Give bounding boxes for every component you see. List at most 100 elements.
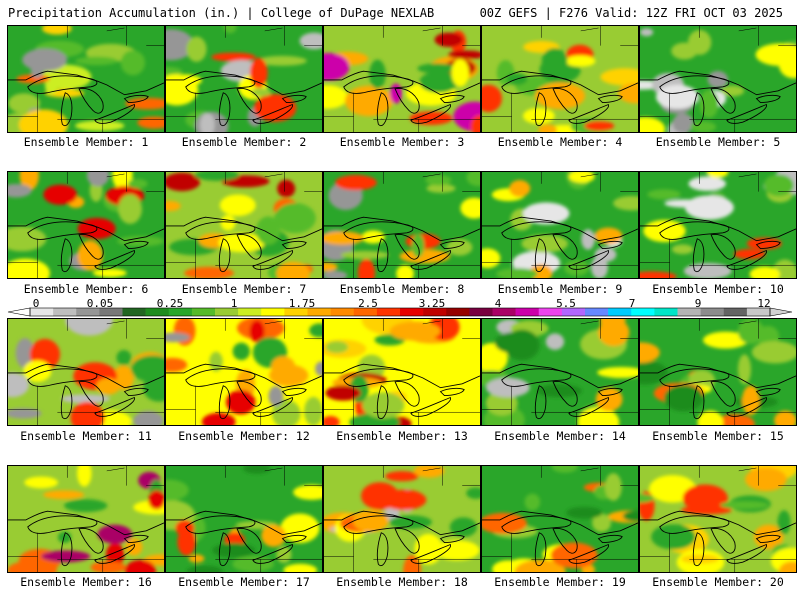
ensemble-member-map [481,465,639,573]
ensemble-member-map [7,25,165,133]
ensemble-member-map [323,171,481,279]
lake-outline [218,238,231,273]
precip-contour [276,261,310,278]
lake-outline [410,396,451,417]
precip-contour [369,59,386,89]
precip-contour [449,517,478,538]
precip-contour [293,484,322,500]
precip-contour [8,226,47,252]
precip-contour [232,556,275,572]
lake-outline [710,380,736,407]
lake-outline [218,532,231,567]
lake-outline [123,387,149,396]
precip-contour [8,258,50,278]
precip-contour [720,501,769,509]
precip-contour [399,249,451,264]
country-border [8,510,164,536]
lake-outline [659,368,730,387]
precip-contour [8,560,58,572]
precip-contour [8,408,42,419]
country-border [324,70,480,96]
lake-outline [376,385,389,420]
lake-outline [439,387,465,396]
precip-contour [521,234,568,253]
precip-contour [340,250,389,260]
precip-contour [166,74,199,106]
precip-contour [643,219,686,243]
precip-contour [672,113,694,132]
country-border [8,70,164,96]
state-border [382,466,441,478]
precip-contour [271,356,296,377]
precip-contour [622,510,638,522]
state-border [66,466,125,478]
color-scale-swatch [654,308,678,316]
precip-contour [324,415,340,425]
precip-contour [640,342,660,363]
precip-contour [702,331,749,349]
precip-contour [251,88,272,97]
precip-contour [243,466,271,474]
ensemble-member-caption: Ensemble Member: 9 [497,282,623,296]
precip-contour [751,340,796,364]
state-border [540,466,599,478]
lake-outline [123,534,149,543]
precip-contour [720,85,745,97]
color-scale-swatch [261,308,285,316]
precip-contour [30,60,44,79]
color-scale-label: 4 [494,297,502,310]
lake-outline [376,92,389,127]
lake-outline [185,75,256,94]
ensemble-member-map [323,318,481,426]
precip-contour [166,357,188,372]
precip-contour [389,321,441,341]
lake-outline [27,368,98,387]
lake-outline [568,543,609,564]
precip-contour [690,121,717,132]
precip-contour [411,233,425,258]
precip-contour [779,561,796,572]
color-scale-label: 0.25 [156,297,184,310]
lake-outline [755,240,781,249]
state-border [224,172,283,184]
lake-outline [534,92,547,127]
color-scale-swatch [515,308,540,316]
state-border [698,319,757,331]
lake-outline [394,527,420,554]
precip-contour [280,513,320,543]
lake-outline [281,534,307,543]
precip-contour [434,32,463,47]
precip-contour [15,338,35,369]
precip-contour [166,479,189,501]
country-border [8,363,164,389]
precip-contour [671,244,694,255]
precip-contour [640,493,654,503]
state-border [382,319,441,331]
precip-contour [597,366,638,378]
lake-outline [343,221,414,240]
precip-contour [604,473,622,501]
country-border [640,510,796,536]
country-border [166,216,322,242]
precip-contour [218,233,266,253]
precip-contour [522,107,555,124]
lake-outline [410,543,451,564]
lake-outline [597,387,623,396]
precip-contour [707,70,728,89]
precip-contour [381,489,427,510]
state-border [224,319,283,331]
ensemble-member-map [7,171,165,279]
ensemble-member-caption: Ensemble Member: 1 [23,135,149,149]
precip-contour [43,490,85,500]
precip-contour [699,89,719,118]
country-border [482,216,638,242]
precip-contour [413,466,445,478]
color-scale-label: 9 [694,297,702,310]
ensemble-member-map [639,25,797,133]
lake-outline [60,532,73,567]
lake-outline [236,380,262,407]
lake-outline [60,385,73,420]
color-scale-label: 2.5 [358,297,378,310]
lake-outline [394,233,420,260]
precip-contour [509,180,531,197]
